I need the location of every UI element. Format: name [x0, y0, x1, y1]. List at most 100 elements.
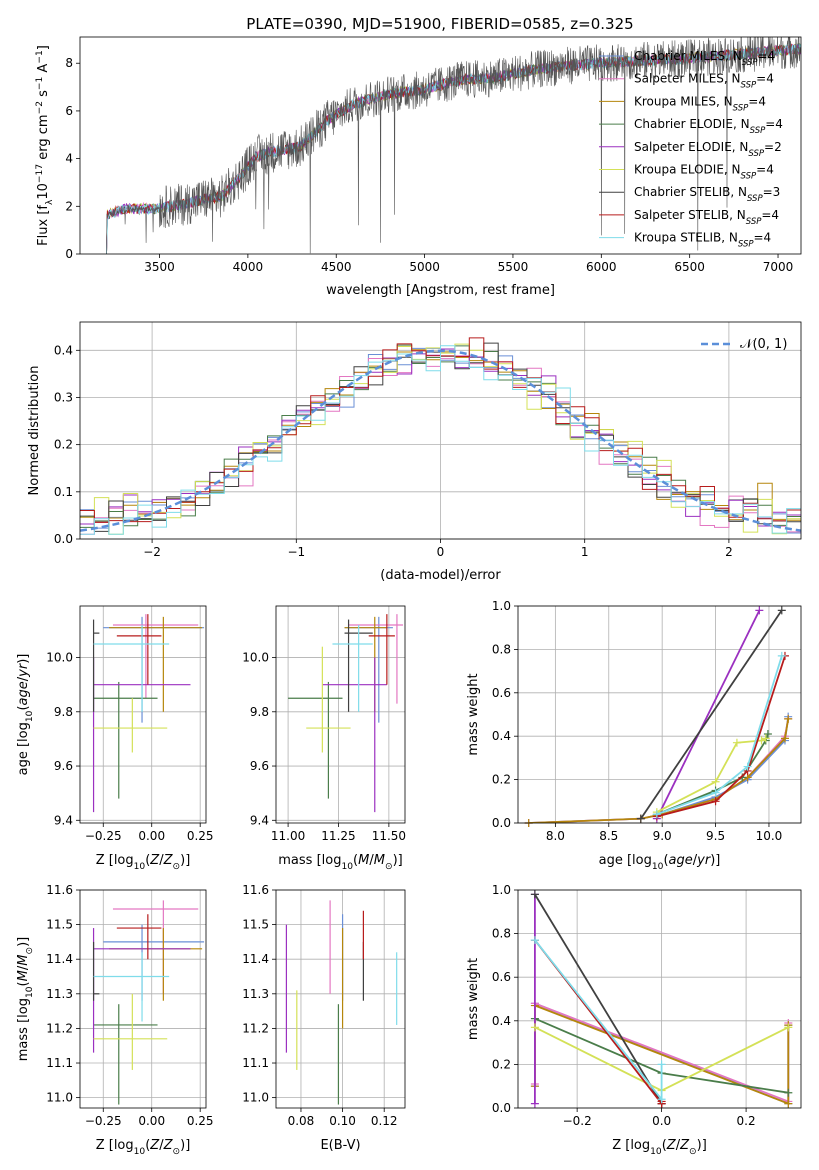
weight-vs-age-panel: 8.0 8.5 9.0 9.5 10.0 0.0 0.2 0.4 0.6 0.8 1.0 age [l…: [466, 599, 802, 872]
x-tick-label: 10.0: [756, 829, 783, 843]
weight-marker: [530, 890, 539, 899]
axis-ticks: −2 −1 0 1 2 0.0 0.1 0.2 0.3 0.4: [54, 343, 733, 559]
y-tick-label: 11.4: [46, 952, 73, 966]
residuals-panel: −2 −1 0 1 2 0.0 0.1 0.2 0.3 0.4 𝒩(0, 1) (data-model…: [27, 321, 802, 583]
y-axis-label: mass weight: [466, 673, 481, 755]
legend-entry: Salpeter STELIB, NSSP=4: [634, 208, 779, 227]
x-tick-label: 0.0: [652, 1114, 671, 1128]
weight-marker: [636, 814, 645, 823]
errorbar-point: [93, 681, 158, 799]
weight-line-7: [656, 655, 786, 818]
legend: Chabrier MILES, NSSP=4 Salpeter MILES, NS…: [599, 49, 783, 250]
errorbar-point: [322, 657, 387, 813]
x-tick-label: 6000: [586, 260, 617, 274]
legend-entry: Kroupa ELODIE, NSSP=4: [634, 163, 774, 182]
legend-entry: Chabrier MILES, NSSP=4: [634, 49, 775, 68]
y-tick-label: 10.0: [242, 651, 269, 665]
weight-marker: [530, 1099, 539, 1108]
axis-ticks: −0.25 0.00 0.25 9.4 9.6 9.8 10.0: [46, 651, 213, 843]
x-tick-label: 11.50: [372, 829, 406, 843]
axis-ticks: 0.08 0.10 0.12 11.0 11.1 11.2 11.3 11.4 11.5 11.6: [242, 883, 397, 1128]
axes-frame: [79, 36, 802, 255]
x-axis-label: mass [log10(M/M⊙)]: [278, 853, 402, 872]
y-tick-label: 0.0: [54, 532, 73, 546]
y-tick-label: 8: [65, 56, 73, 70]
x-tick-label: 4500: [321, 260, 352, 274]
x-tick-label: 5000: [409, 260, 440, 274]
weight-marker: [784, 1099, 793, 1108]
y-axis-label: mass [log10(M/M⊙)]: [16, 937, 35, 1061]
axis-ticks: −0.25 0.00 0.25 11.0 11.1 11.2 11.3 11.4 11.5 11.…: [46, 883, 213, 1128]
weight-marker: [530, 1023, 539, 1032]
weight-marker: [711, 797, 720, 806]
weight-marker: [652, 810, 661, 819]
y-tick-label: 0.3: [54, 390, 73, 404]
x-tick-label: 11.25: [321, 829, 355, 843]
errorbar-point: [93, 993, 168, 1070]
y-tick-label: 1.0: [492, 599, 511, 613]
y-axis-label: mass weight: [466, 958, 481, 1040]
legend-entry: Chabrier STELIB, NSSP=3: [634, 185, 780, 204]
y-tick-label: 11.0: [46, 1091, 73, 1105]
observed-spectrum: [106, 37, 801, 254]
weight-marker: [784, 1088, 793, 1097]
errorbar-point: [92, 619, 100, 712]
errorbar-point: [93, 1004, 158, 1105]
weight-line-6: [534, 893, 663, 1105]
x-tick-label: 11.00: [271, 829, 305, 843]
y-tick-label: 9.6: [54, 759, 73, 773]
axes-frame: [79, 321, 802, 540]
weight-marker: [777, 651, 786, 660]
x-tick-label: 0.12: [371, 1114, 398, 1128]
errorbar-point: [112, 900, 199, 994]
page-title: PLATE=0390, MJD=51900, FIBERID=0585, z=0…: [246, 15, 633, 33]
y-tick-label: 11.4: [242, 952, 269, 966]
x-tick-label: 9.5: [706, 829, 725, 843]
legend-entry: Salpeter MILES, NSSP=4: [634, 72, 774, 91]
x-tick-label: 0.25: [187, 1114, 214, 1128]
errorbar-point: [93, 698, 168, 753]
axes-frame: [517, 605, 802, 824]
y-tick-label: 0.4: [492, 729, 511, 743]
y-tick-label: 0.2: [492, 1057, 511, 1071]
x-tick-label: 2: [725, 545, 733, 559]
x-tick-label: 3500: [144, 260, 175, 274]
x-tick-label: 0: [437, 545, 445, 559]
x-tick-label: 8.0: [546, 829, 565, 843]
legend-entry: Salpeter ELODIE, NSSP=2: [634, 140, 782, 159]
x-tick-label: 0.10: [329, 1114, 356, 1128]
errorbar-point: [306, 646, 351, 753]
x-tick-label: 7000: [763, 260, 794, 274]
weight-marker: [757, 736, 766, 745]
errorbar-point: [368, 614, 395, 685]
errorbar-point: [332, 624, 373, 712]
x-tick-label: −1: [287, 545, 305, 559]
y-tick-label: 11.6: [46, 883, 73, 897]
x-axis-label: (data-model)/error: [380, 568, 501, 583]
weight-marker: [743, 762, 752, 771]
y-tick-label: 9.8: [54, 705, 73, 719]
x-tick-label: 1: [581, 545, 589, 559]
axes-frame: [275, 889, 406, 1109]
axes-frame: [79, 605, 207, 824]
x-axis-label: Z [log10(Z/Z⊙)]: [96, 853, 191, 872]
x-tick-label: −0.25: [85, 829, 122, 843]
errorbar-point: [112, 614, 199, 699]
y-tick-label: 0.4: [54, 343, 73, 357]
y-tick-label: 11.6: [242, 883, 269, 897]
y-tick-label: 11.5: [46, 918, 73, 932]
weight-line-0: [528, 716, 790, 823]
y-tick-label: 9.6: [250, 759, 269, 773]
axis-ticks: 11.00 11.25 11.50 9.4 9.6 9.8 10.0: [242, 651, 406, 843]
legend-entry: 𝒩(0, 1): [740, 337, 787, 352]
mass-vs-Z-panel: −0.25 0.00 0.25 11.0 11.1 11.2 11.3 11.4 11.5 11.…: [16, 883, 214, 1157]
y-tick-label: 0.8: [492, 642, 511, 656]
y-tick-label: 0.8: [492, 927, 511, 941]
y-tick-label: 0: [65, 247, 73, 261]
weight-marker: [784, 714, 793, 723]
y-tick-label: 0.0: [492, 816, 511, 830]
axis-ticks: −0.2 0.0 0.2 0.0 0.2 0.4 0.6 0.8 1.0: [492, 883, 756, 1128]
spectrum-panel: 3500 4000 4500 5000 5500 6000 6500 7000 0 2 4 6 8 wav…: [35, 36, 802, 298]
weight-marker: [780, 734, 789, 743]
y-tick-label: 0.4: [492, 1014, 511, 1028]
